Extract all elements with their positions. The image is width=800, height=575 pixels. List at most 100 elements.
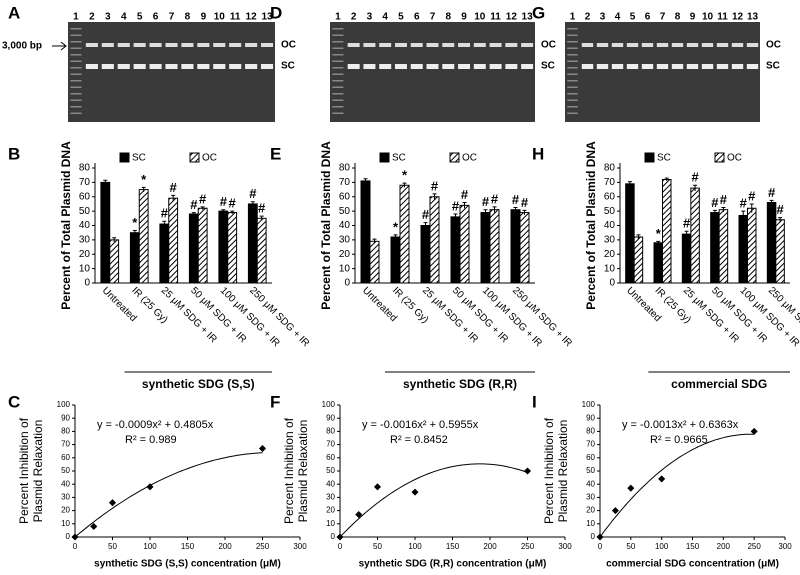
gel-band (245, 43, 258, 47)
gel-band (656, 43, 669, 47)
lane-number: 2 (351, 12, 357, 23)
y-tick-label: 80 (61, 427, 70, 436)
ladder-band (332, 99, 344, 101)
significance-mark: # (258, 201, 266, 216)
lane-number: 9 (461, 12, 467, 23)
error-bar (171, 194, 176, 202)
data-point (373, 483, 382, 491)
ladder-band (70, 54, 82, 56)
y-tick-label: 90 (326, 413, 335, 422)
lane-number: 10 (214, 12, 226, 23)
y-tick-label: 100 (582, 400, 596, 409)
error-bar (132, 230, 137, 235)
band-label: OC (766, 40, 781, 51)
x-tick-label: 150 (446, 542, 460, 551)
error-bar (749, 203, 754, 213)
y-tick-label: 80 (326, 427, 335, 436)
trend-line (599, 433, 755, 538)
ladder-band (70, 28, 82, 30)
error-bar (522, 209, 527, 215)
group-label: synthetic SDG (R,R) (403, 377, 517, 391)
y-tick-label: 60 (339, 191, 351, 202)
ladder-band (332, 67, 344, 69)
bar (256, 217, 267, 284)
x-tick-label: 300 (778, 542, 792, 551)
x-tick-label: 250 (521, 542, 535, 551)
bar (159, 223, 170, 284)
ladder-band (70, 60, 82, 62)
error-bar (141, 186, 146, 192)
error-bar (627, 181, 632, 186)
r-squared: R² = 0.8452 (390, 434, 448, 446)
ladder-band (70, 99, 82, 101)
error-bar (221, 209, 226, 213)
legend-label: OC (202, 153, 217, 164)
error-bar (693, 184, 698, 191)
significance-mark: # (431, 178, 439, 193)
significance-mark: # (452, 198, 460, 213)
lane-number: 4 (121, 12, 127, 23)
panel-label: B (8, 144, 20, 163)
gel-image (565, 22, 760, 122)
gel-band (149, 64, 162, 69)
y-tick-label: 80 (339, 163, 351, 174)
lane-number: 3 (600, 12, 606, 23)
gel-band (379, 64, 392, 69)
gel-band (746, 64, 759, 69)
error-bar (103, 179, 108, 185)
ladder-band (332, 106, 344, 108)
bar (662, 179, 672, 284)
bar (188, 213, 199, 284)
y-tick-label: 40 (586, 479, 595, 488)
gel-band (641, 43, 654, 47)
lane-number: 4 (615, 12, 621, 23)
ladder-band (332, 41, 344, 43)
group-label: commercial SDG (671, 377, 767, 391)
significance-mark: # (512, 192, 520, 207)
ladder-band (332, 112, 344, 114)
band-label: SC (541, 61, 555, 72)
bar (109, 239, 120, 284)
r-squared: R² = 0.9665 (650, 434, 708, 446)
ladder-band (567, 80, 578, 82)
x-tick-label: 200 (218, 542, 232, 551)
legend-swatch (449, 152, 460, 163)
error-bar (393, 234, 398, 240)
y-tick-label: 20 (586, 506, 595, 515)
gel-band (596, 64, 609, 69)
ladder-band (567, 60, 578, 62)
y-tick-label: 40 (339, 220, 351, 231)
error-bar (778, 217, 783, 222)
ladder-band (567, 86, 578, 88)
gel-band (363, 43, 376, 47)
error-bar (230, 210, 235, 214)
gel-band (101, 43, 114, 47)
gel-band (641, 64, 654, 69)
gel-band (117, 64, 130, 69)
y-axis-label: Plasmid Relaxation (296, 420, 310, 523)
error-bar (162, 220, 167, 227)
legend-swatch (714, 152, 725, 163)
y-tick-label: 10 (61, 519, 70, 528)
error-bar (200, 206, 205, 210)
bar (480, 212, 491, 284)
x-tick-label: 100 (143, 542, 157, 551)
ladder-band (567, 41, 578, 43)
lane-number: 6 (153, 12, 159, 23)
gel-band (489, 64, 502, 69)
bar (197, 207, 208, 284)
lane-number: 1 (335, 12, 341, 23)
y-axis-label: Percent of Total Plasmid DNA (59, 141, 73, 310)
band-label: OC (281, 40, 296, 51)
y-tick-label: 70 (339, 177, 351, 188)
y-tick-label: 60 (326, 453, 335, 462)
lane-number: 13 (747, 12, 759, 23)
y-tick-label: 80 (586, 427, 595, 436)
x-axis-label: synthetic SDG (S,S) concentration (μM) (94, 559, 281, 570)
panel-label: G (532, 3, 545, 22)
gel-band (181, 43, 194, 47)
y-tick-label: 60 (586, 453, 595, 462)
y-tick-label: 20 (79, 249, 91, 260)
significance-mark: # (691, 170, 699, 185)
y-tick-label: 50 (339, 206, 351, 217)
